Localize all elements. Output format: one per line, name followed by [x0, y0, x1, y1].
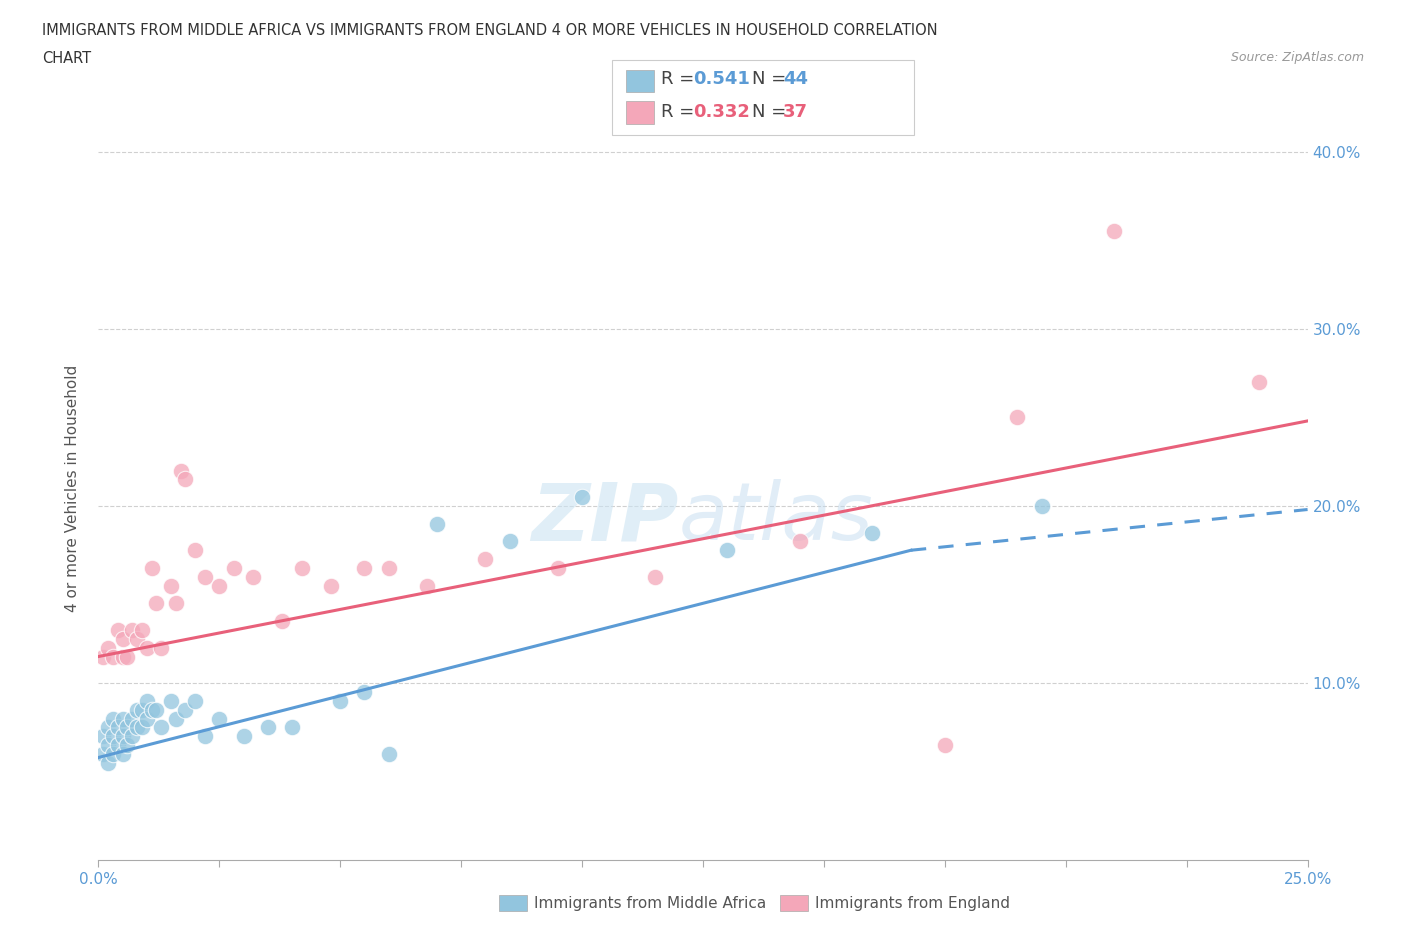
Point [1249, 375, 1271, 390]
Point [101, 649, 124, 664]
Point [131, 702, 153, 717]
Point [474, 551, 496, 566]
Point [97, 755, 120, 770]
Point [111, 649, 134, 664]
Point [184, 543, 207, 558]
Text: 0.541: 0.541 [693, 70, 749, 88]
Text: Immigrants from England: Immigrants from England [815, 896, 1011, 910]
Point [107, 737, 129, 752]
Point [644, 569, 666, 584]
Text: Source: ZipAtlas.com: Source: ZipAtlas.com [1230, 51, 1364, 64]
Point [101, 711, 124, 726]
Point [135, 694, 157, 709]
Point [256, 720, 278, 735]
Point [329, 694, 352, 709]
Point [169, 463, 191, 478]
Point [135, 640, 157, 655]
Point [1031, 498, 1053, 513]
Point [290, 561, 312, 576]
Point [91, 747, 114, 762]
Point [127, 720, 149, 735]
Point [127, 702, 149, 717]
Point [111, 711, 134, 726]
Point [141, 702, 163, 717]
Y-axis label: 4 or more Vehicles in Household: 4 or more Vehicles in Household [65, 365, 80, 612]
Point [150, 720, 173, 735]
Point [107, 622, 129, 637]
Point [127, 631, 149, 646]
Point [150, 640, 173, 655]
Point [498, 534, 520, 549]
Point [184, 694, 207, 709]
Point [222, 561, 245, 576]
Point [97, 720, 120, 735]
Point [194, 729, 217, 744]
Point [934, 737, 956, 752]
Point [271, 614, 294, 629]
Point [111, 631, 134, 646]
Point [91, 649, 114, 664]
Point [107, 720, 129, 735]
Point [860, 525, 883, 540]
Point [141, 561, 163, 576]
Point [194, 569, 217, 584]
Text: atlas: atlas [679, 479, 873, 557]
Point [165, 596, 187, 611]
Text: R =: R = [661, 102, 700, 121]
Point [145, 596, 167, 611]
Point [232, 729, 254, 744]
Point [716, 543, 738, 558]
Text: ZIP: ZIP [531, 479, 679, 557]
Point [131, 622, 153, 637]
Point [789, 534, 811, 549]
Point [353, 561, 375, 576]
Point [281, 720, 304, 735]
Point [174, 472, 197, 486]
Point [165, 711, 187, 726]
Point [101, 747, 124, 762]
Text: 44: 44 [783, 70, 808, 88]
Point [117, 737, 139, 752]
Point [353, 684, 375, 699]
Text: N =: N = [752, 70, 792, 88]
Point [135, 711, 157, 726]
Point [174, 702, 197, 717]
Point [571, 490, 593, 505]
Point [117, 720, 139, 735]
Point [117, 649, 139, 664]
Text: IMMIGRANTS FROM MIDDLE AFRICA VS IMMIGRANTS FROM ENGLAND 4 OR MORE VEHICLES IN H: IMMIGRANTS FROM MIDDLE AFRICA VS IMMIGRA… [42, 23, 938, 38]
Point [121, 729, 143, 744]
Point [416, 578, 439, 593]
Point [111, 729, 134, 744]
Point [97, 640, 120, 655]
Point [547, 561, 569, 576]
Point [242, 569, 264, 584]
Point [160, 578, 183, 593]
Point [1102, 224, 1125, 239]
Point [131, 720, 153, 735]
Point [111, 747, 134, 762]
Point [377, 747, 399, 762]
Point [160, 694, 183, 709]
Point [319, 578, 342, 593]
Point [121, 711, 143, 726]
Point [91, 729, 114, 744]
Text: R =: R = [661, 70, 700, 88]
Point [208, 711, 231, 726]
Point [426, 516, 449, 531]
Text: N =: N = [752, 102, 792, 121]
Text: Immigrants from Middle Africa: Immigrants from Middle Africa [534, 896, 766, 910]
Point [97, 737, 120, 752]
Point [208, 578, 231, 593]
Point [121, 622, 143, 637]
Text: 0.332: 0.332 [693, 102, 749, 121]
Point [101, 729, 124, 744]
Point [1007, 410, 1029, 425]
Point [377, 561, 399, 576]
Text: CHART: CHART [42, 51, 91, 66]
Text: 37: 37 [783, 102, 808, 121]
Point [145, 702, 167, 717]
